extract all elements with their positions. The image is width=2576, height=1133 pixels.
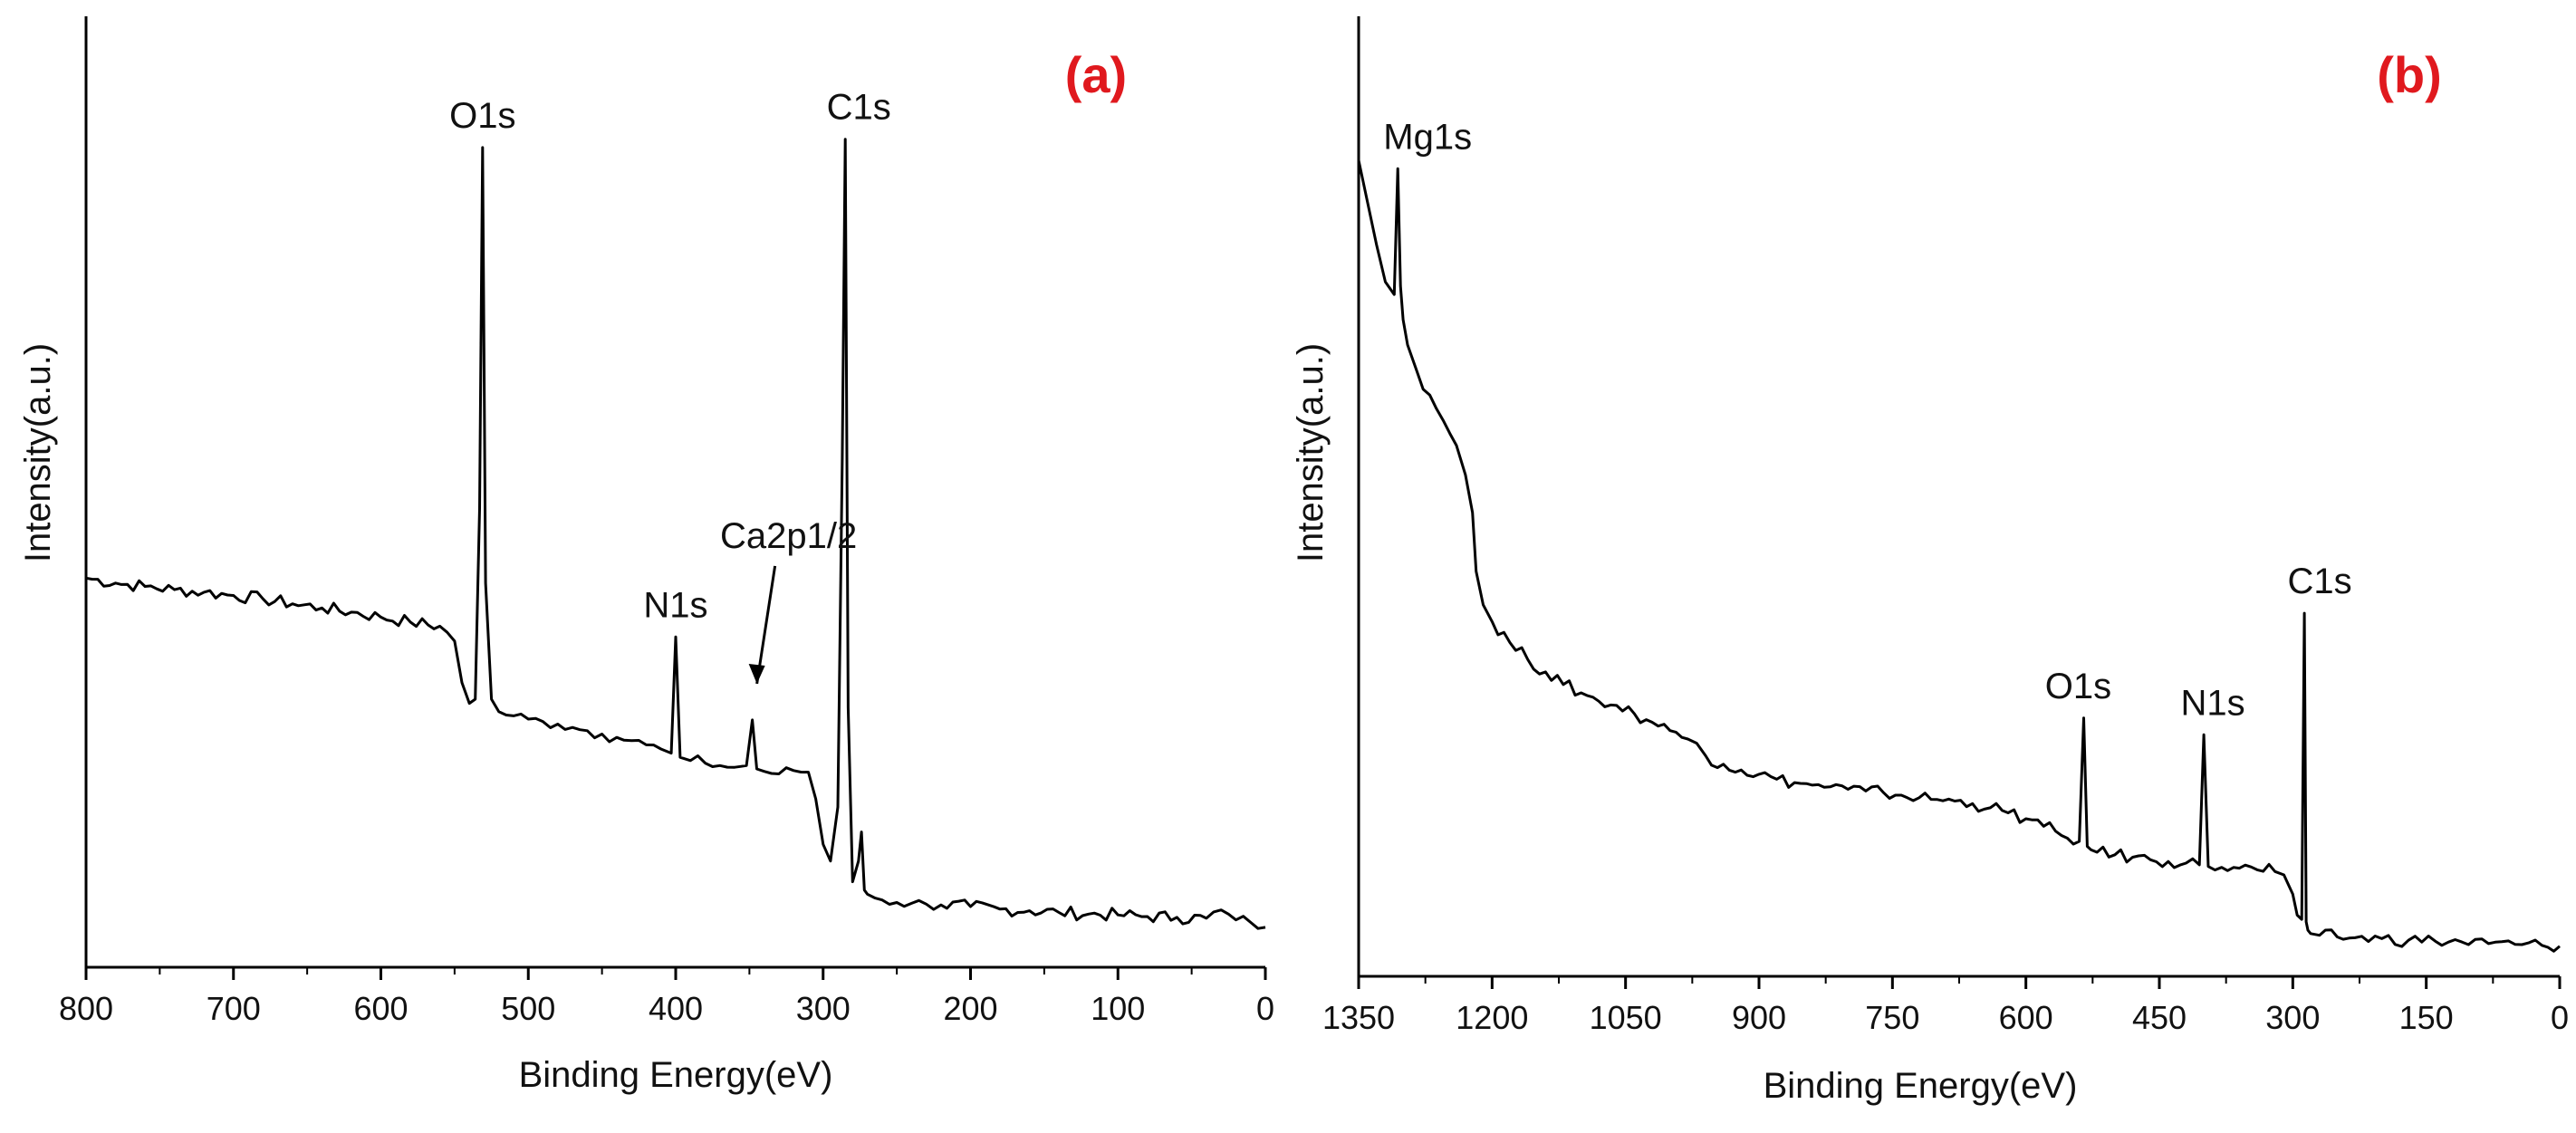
x-tick-label: 0 — [2551, 999, 2569, 1036]
peak-annotations: Mg1s O1s N1s C1s — [1383, 117, 2351, 723]
panel-a: 800 700 600 500 400 300 200 100 0 O1s C1s N1s Ca2p1… — [18, 16, 1274, 1095]
x-tick-label: 700 — [207, 990, 261, 1027]
y-axis-label: Intensity(a.u.) — [1291, 343, 1331, 562]
x-tick-label: 300 — [796, 990, 851, 1027]
spectrum-line — [1357, 159, 2561, 953]
x-ticks: 800 700 600 500 400 300 200 100 0 — [59, 967, 1274, 1027]
x-tick-label: 450 — [2132, 999, 2187, 1036]
annotation-arrowhead — [748, 663, 765, 684]
peak-label: Mg1s — [1383, 117, 1472, 157]
panel-label: (b) — [2377, 46, 2442, 103]
x-tick-label: 600 — [353, 990, 408, 1027]
x-tick-label: 900 — [1732, 999, 1786, 1036]
peak-label: O1s — [2045, 667, 2111, 706]
peak-label: C1s — [2287, 562, 2351, 601]
x-tick-label: 1350 — [1322, 999, 1395, 1036]
panel-b: 1350 1200 1050 900 750 600 450 300 150 0 Mg1s O1s N… — [1291, 16, 2569, 1106]
peak-label: N1s — [643, 585, 707, 625]
annotation-arrow — [755, 565, 777, 685]
peak-label: Ca2p1/2 — [720, 516, 857, 556]
x-ticks: 1350 1200 1050 900 750 600 450 300 150 0 — [1322, 976, 2569, 1036]
x-tick-label: 100 — [1091, 990, 1145, 1027]
peak-annotations: O1s C1s N1s Ca2p1/2 — [449, 88, 891, 685]
x-tick-label: 1050 — [1590, 999, 1662, 1036]
x-tick-label: 400 — [649, 990, 703, 1027]
peak-label: C1s — [827, 88, 891, 128]
x-axis-label: Binding Energy(eV) — [519, 1055, 833, 1095]
peak-label: O1s — [449, 96, 515, 136]
y-axis-label: Intensity(a.u.) — [18, 343, 58, 562]
x-tick-label: 750 — [1865, 999, 1919, 1036]
spectrum-line — [85, 138, 1266, 930]
x-tick-label: 300 — [2265, 999, 2320, 1036]
x-tick-label: 600 — [1999, 999, 2053, 1036]
x-tick-label: 200 — [943, 990, 997, 1027]
x-tick-label: 150 — [2399, 999, 2454, 1036]
x-axis-label: Binding Energy(eV) — [1764, 1066, 2078, 1106]
x-tick-label: 1200 — [1456, 999, 1528, 1036]
panel-label: (a) — [1065, 46, 1127, 103]
x-tick-label: 0 — [1256, 990, 1274, 1027]
x-tick-label: 800 — [59, 990, 113, 1027]
x-tick-label: 500 — [501, 990, 555, 1027]
peak-label: N1s — [2181, 683, 2245, 723]
